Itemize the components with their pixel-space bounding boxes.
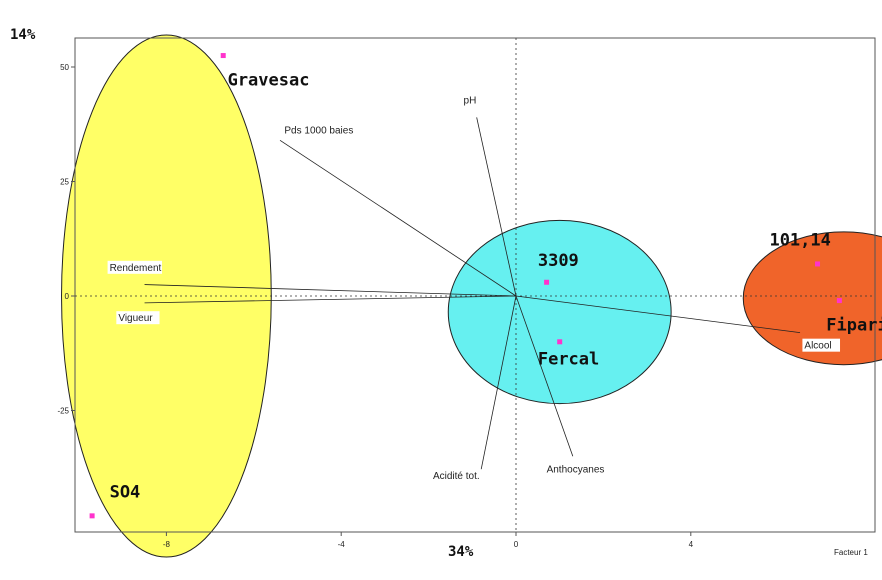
- x-tick-label: -8: [163, 540, 171, 549]
- labels: 14% 34% Facteur 1 pH Pds 1000 baies Rendem…: [10, 27, 882, 560]
- point-label-3309: 3309: [538, 251, 579, 271]
- variable-vector-ph: [476, 117, 517, 297]
- variable-vector-alcool: [515, 295, 801, 334]
- variable-label-alcool: Alcool: [804, 341, 831, 352]
- plot-axes: -8 -4 0 4 50 25 0 -25: [57, 37, 876, 549]
- data-point-101-14: [815, 261, 821, 267]
- point-label-fercal: Fercal: [538, 350, 599, 370]
- point-label-fipari: Fipari: [826, 315, 882, 335]
- point-label-101-14: 101,14: [769, 231, 830, 251]
- variable-label-rendement: Rendement: [110, 263, 162, 274]
- point-label-so4: SO4: [110, 483, 141, 503]
- plot-frame: [74, 37, 876, 533]
- variable-label-anthocyanes: Anthocyanes: [547, 464, 605, 475]
- point-label-gravesac: Gravesac: [228, 70, 310, 90]
- variable-vector-rendement: [144, 284, 517, 297]
- y-tick-label: 0: [65, 292, 70, 301]
- x-tick-label: 4: [689, 540, 694, 549]
- x-tick-label: -4: [338, 540, 346, 549]
- data-point-fercal: [557, 339, 563, 345]
- variable-vector-pds-1000-baies: [279, 139, 517, 297]
- x-tick-label: 0: [514, 540, 519, 549]
- variable-label-vigueur: Vigueur: [118, 313, 153, 324]
- variable-label-bg-ph: [461, 93, 477, 107]
- variable-vector-acidit-tot: [480, 295, 517, 471]
- variable-vector-anthocyanes: [515, 295, 574, 457]
- variable-label-bg-acidit-tot: [430, 469, 503, 483]
- variable-label-bg-vigueur: [116, 311, 160, 325]
- variable-vector-vigueur: [144, 295, 517, 304]
- variable-label-bg-alcool: [802, 338, 841, 352]
- group-ellipse-101-14-fipari: [742, 231, 882, 366]
- y-axis-variance-label: 14%: [10, 27, 36, 43]
- data-point-gravesac: [220, 53, 226, 59]
- variable-label-bg-rendement: [107, 260, 162, 274]
- data-points: [89, 53, 842, 519]
- data-point-fipari: [836, 298, 842, 304]
- variable-label-bg-anthocyanes: [544, 462, 611, 476]
- data-point-3309: [544, 279, 550, 285]
- variable-label-pds-1000-baies: Pds 1000 baies: [284, 125, 353, 136]
- variable-label-acidit-tot: Acidité tot.: [433, 471, 480, 482]
- data-point-so4: [89, 513, 95, 519]
- variable-label-ph: pH: [464, 96, 477, 107]
- variable-vectors: [144, 117, 801, 471]
- x-axis-variance-label: 34%: [448, 544, 474, 560]
- y-tick-label: 50: [60, 63, 69, 72]
- x-axis-name: Facteur 1: [834, 548, 868, 557]
- y-tick-label: 25: [60, 178, 69, 187]
- variable-label-bg-pds-1000-baies: [282, 123, 365, 137]
- y-tick-label: -25: [57, 407, 69, 416]
